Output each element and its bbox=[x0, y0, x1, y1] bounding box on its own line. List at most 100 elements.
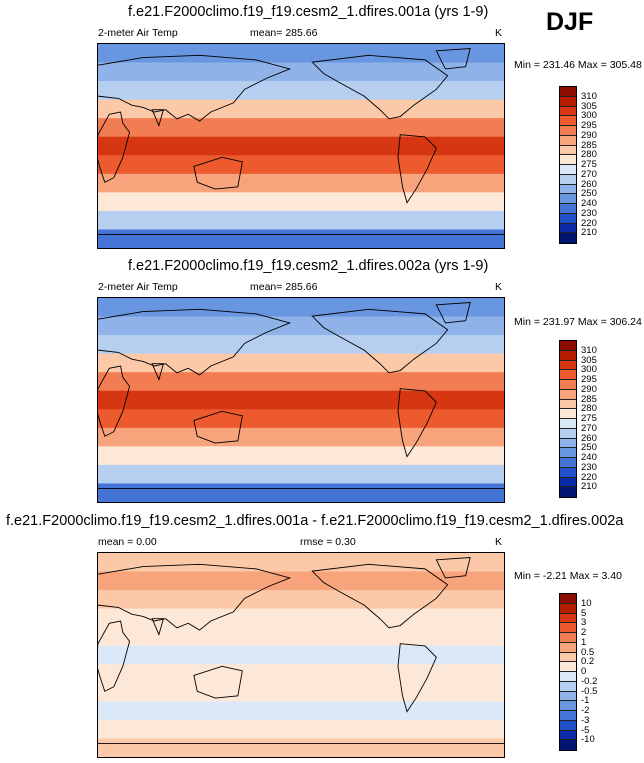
panel2-coastline-4 bbox=[312, 309, 447, 372]
panel3-colorbar-swatch bbox=[560, 730, 576, 741]
panel2-colorbar-swatch bbox=[560, 380, 576, 390]
panel3-colorbar-swatch bbox=[560, 701, 576, 711]
panel1-colorbar-swatch bbox=[560, 213, 576, 224]
panel2-colorbar-tick-label: 295 bbox=[581, 374, 597, 385]
panel2-colorbar-swatch bbox=[560, 458, 576, 468]
panel3-colorbar-tick-label: 5 bbox=[581, 607, 587, 619]
panel2-colorbar-tick-label: 250 bbox=[581, 442, 597, 454]
panel3-band-7 bbox=[98, 682, 504, 702]
panel1-band-9 bbox=[98, 210, 504, 230]
panel2-coastline-0 bbox=[98, 366, 130, 436]
panel1-band-3 bbox=[98, 99, 504, 119]
panel1-colorbar-swatch bbox=[560, 116, 576, 126]
panel2-colorbar-tick-label: 285 bbox=[581, 393, 597, 405]
panel3-colorbar-tick-label: -5 bbox=[581, 724, 590, 736]
panel3-colorbar-tick-label: -3 bbox=[581, 714, 590, 726]
panel2-coastline-2 bbox=[152, 364, 163, 380]
panel2-map-svg bbox=[98, 298, 504, 502]
panel2-colorbar-swatch bbox=[560, 409, 576, 419]
panel3-band-2 bbox=[98, 590, 504, 610]
panel1-colorbar-swatch bbox=[560, 184, 576, 195]
panel2-minmax-label: Min = 231.97 Max = 306.24 bbox=[514, 316, 642, 328]
panel1-units-label: K bbox=[495, 27, 503, 39]
panel2-colorbar-swatch bbox=[560, 467, 576, 478]
panel3-colorbar-swatch bbox=[560, 672, 576, 682]
panel3-coastlines bbox=[98, 558, 504, 744]
panel1-colorbar-tick-label: 280 bbox=[581, 149, 597, 161]
panel1-coastline-1 bbox=[98, 55, 290, 121]
panel1-colorbar bbox=[559, 86, 577, 244]
panel2-band-7 bbox=[98, 427, 504, 447]
panel2-band-8 bbox=[98, 446, 504, 466]
panel3-colorbar-swatch bbox=[560, 691, 576, 702]
panel2-band-3 bbox=[98, 353, 504, 373]
panel3-colorbar-tick-label: -10 bbox=[581, 734, 595, 746]
panel3-band-0 bbox=[98, 553, 504, 573]
panel3-colorbar-tick-label: 2 bbox=[581, 627, 587, 638]
panel3-colorbar-tick-label: -0.2 bbox=[581, 675, 598, 687]
panel3-colorbar bbox=[559, 593, 577, 751]
panel3-rmse-label: rmse = 0.30 bbox=[300, 536, 356, 548]
panel3-colorbar-tick-label: 3 bbox=[581, 617, 587, 629]
panel2-band-0 bbox=[98, 298, 504, 318]
panel3-map bbox=[97, 552, 505, 758]
panel1-colorbar-tick-label: 240 bbox=[581, 198, 597, 209]
panel3-colorbar-swatch bbox=[560, 662, 576, 672]
panel1-coastlines bbox=[98, 49, 504, 235]
panel2-colorbar-tick-label: 230 bbox=[581, 461, 597, 473]
panel3-minmax-label: Min = -2.21 Max = 3.40 bbox=[514, 570, 622, 582]
panel2-colorbar-tick-label: 280 bbox=[581, 403, 597, 415]
panel1-colorbar-tick-label: 210 bbox=[581, 227, 597, 239]
panel1-colorbar-tick-label: 270 bbox=[581, 168, 597, 180]
panel2-band-10 bbox=[98, 483, 504, 502]
panel1-colorbar-swatch bbox=[560, 106, 576, 117]
panel3-coastline-6 bbox=[436, 558, 470, 578]
panel2-band-6 bbox=[98, 409, 504, 429]
panel1-coastline-0 bbox=[98, 112, 130, 182]
panel2-band-4 bbox=[98, 372, 504, 392]
panel1-colorbar-swatch bbox=[560, 174, 576, 185]
panel3-colorbar-tick-label: 0.2 bbox=[581, 656, 595, 668]
panel3-colorbar-swatch bbox=[560, 613, 576, 624]
panel2-colorbar-swatch bbox=[560, 487, 576, 497]
panel2-mean-label: mean= 285.66 bbox=[250, 281, 318, 293]
panel2-map bbox=[97, 297, 505, 503]
panel1-band-10 bbox=[98, 229, 504, 248]
panel1-colorbar-swatch bbox=[560, 126, 576, 136]
panel2-band-2 bbox=[98, 335, 504, 355]
panel1-title: f.e21.F2000climo.f19_f19.cesm2_1.dfires.… bbox=[128, 4, 489, 20]
panel3-band-6 bbox=[98, 664, 504, 684]
panel1-colorbar-tick-label: 305 bbox=[581, 100, 597, 112]
panel2-band-1 bbox=[98, 316, 504, 336]
panel1-colorbar-swatch bbox=[560, 165, 576, 175]
panel1-colorbar-tick-label: 230 bbox=[581, 207, 597, 219]
panel2-coastline-3 bbox=[194, 411, 242, 443]
panel3-colorbar-swatch bbox=[560, 720, 576, 731]
panel1-band-7 bbox=[98, 173, 504, 193]
panel3-colorbar-swatch bbox=[560, 740, 576, 750]
panel3-coastline-2 bbox=[152, 619, 163, 635]
panel2-colorbar-swatch bbox=[560, 399, 576, 410]
panel1-band-2 bbox=[98, 81, 504, 101]
panel1-band-5 bbox=[98, 136, 504, 156]
panel1-colorbar-swatch bbox=[560, 204, 576, 214]
panel2-colorbar-swatch bbox=[560, 419, 576, 429]
panel2-colorbar-swatch bbox=[560, 448, 576, 458]
panel1-band-4 bbox=[98, 118, 504, 138]
panel2-colorbar-tick-label: 310 bbox=[581, 344, 597, 356]
panel2-title: f.e21.F2000climo.f19_f19.cesm2_1.dfires.… bbox=[128, 258, 489, 274]
panel1-variable-label: 2-meter Air Temp bbox=[98, 27, 178, 39]
panel3-band-8 bbox=[98, 701, 504, 721]
panel1-map-svg bbox=[98, 44, 504, 248]
panel2-colorbar-tick-label: 275 bbox=[581, 413, 597, 424]
panel3-band-9 bbox=[98, 719, 504, 739]
panel3-band-10 bbox=[98, 738, 504, 757]
panel3-title: f.e21.F2000climo.f19_f19.cesm2_1.dfires.… bbox=[6, 513, 624, 529]
panel1-colorbar-tick-label: 260 bbox=[581, 178, 597, 190]
panel3-colorbar-swatch bbox=[560, 681, 576, 692]
panel1-coastline-3 bbox=[194, 157, 242, 189]
panel1-band-1 bbox=[98, 62, 504, 82]
panel1-colorbar-swatch bbox=[560, 135, 576, 146]
panel1-coastline-4 bbox=[312, 55, 447, 118]
panel1-coastline-2 bbox=[152, 110, 163, 126]
